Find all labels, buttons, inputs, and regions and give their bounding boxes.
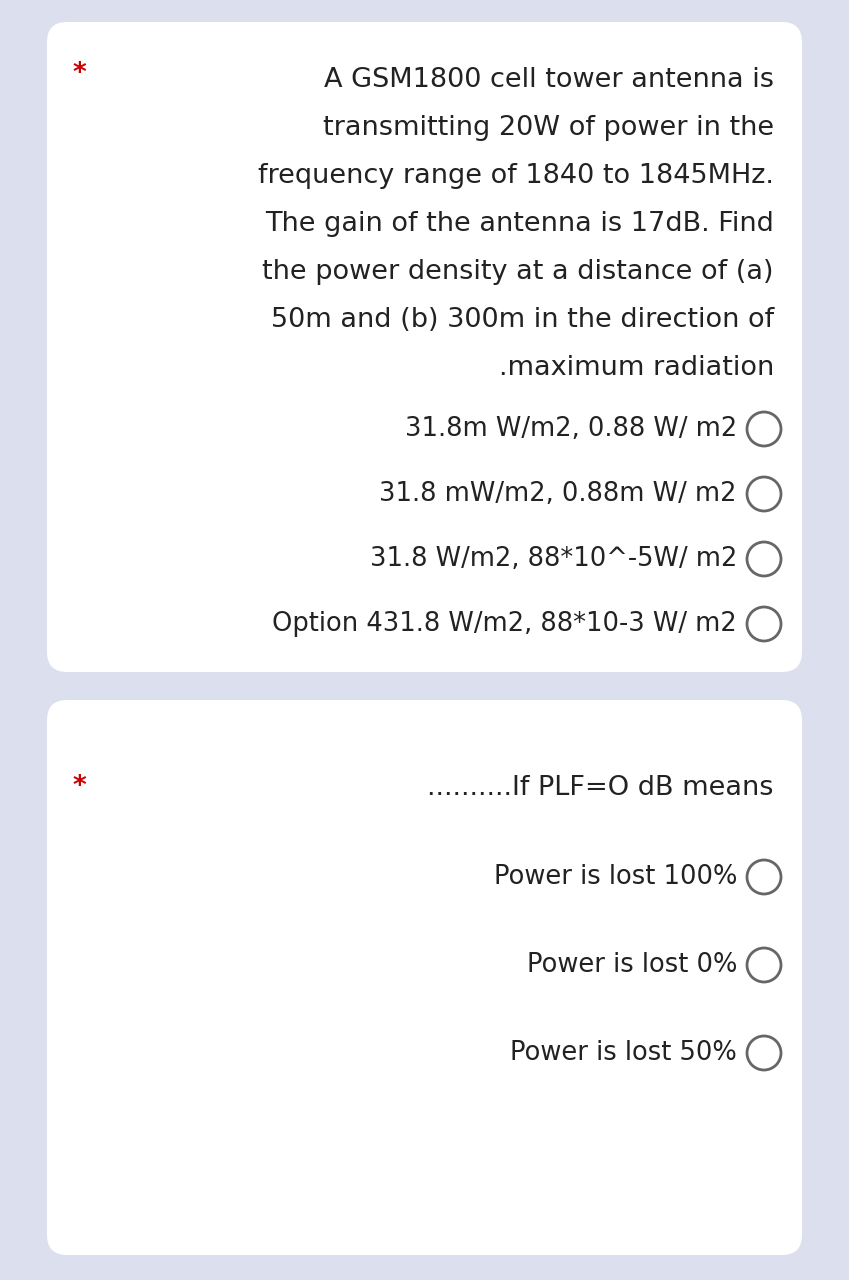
- Text: Power is lost 50%: Power is lost 50%: [510, 1039, 737, 1066]
- Text: *: *: [72, 61, 86, 87]
- Text: 31.8m W/m2, 0.88 W/ m2: 31.8m W/m2, 0.88 W/ m2: [405, 416, 737, 442]
- Text: ..........If PLF=O dB means: ..........If PLF=O dB means: [428, 774, 774, 801]
- Text: *: *: [72, 774, 86, 800]
- Text: The gain of the antenna is 17dB. Find: The gain of the antenna is 17dB. Find: [265, 211, 774, 237]
- Text: Option 431.8 W/m2, 88*10-3 W/ m2: Option 431.8 W/m2, 88*10-3 W/ m2: [273, 611, 737, 637]
- Text: A GSM1800 cell tower antenna is: A GSM1800 cell tower antenna is: [324, 67, 774, 93]
- FancyBboxPatch shape: [47, 22, 802, 672]
- Text: the power density at a distance of (a): the power density at a distance of (a): [262, 259, 774, 285]
- Text: 31.8 mW/m2, 0.88m W/ m2: 31.8 mW/m2, 0.88m W/ m2: [380, 481, 737, 507]
- Text: Power is lost 0%: Power is lost 0%: [526, 952, 737, 978]
- Text: Power is lost 100%: Power is lost 100%: [493, 864, 737, 890]
- Text: 50m and (b) 300m in the direction of: 50m and (b) 300m in the direction of: [271, 307, 774, 333]
- Text: 31.8 W/m2, 88*10^-5W/ m2: 31.8 W/m2, 88*10^-5W/ m2: [369, 547, 737, 572]
- Text: .maximum radiation: .maximum radiation: [498, 355, 774, 381]
- FancyBboxPatch shape: [47, 700, 802, 1254]
- Text: transmitting 20W of power in the: transmitting 20W of power in the: [323, 115, 774, 141]
- Text: frequency range of 1840 to 1845MHz.: frequency range of 1840 to 1845MHz.: [258, 163, 774, 189]
